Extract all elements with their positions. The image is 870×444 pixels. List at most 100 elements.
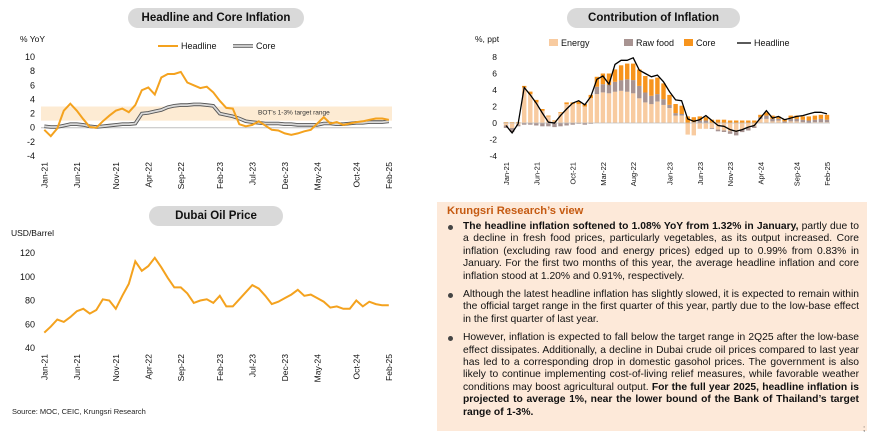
c1-xtick-0: Jan-21 [39, 162, 49, 188]
c2-bar-s1-16 [600, 84, 606, 93]
c2-bar-s2-49 [800, 116, 805, 120]
c2-bar-s2-39 [740, 120, 745, 123]
c2-bar-s2-31 [691, 117, 696, 123]
c2-bar-s1-40 [746, 128, 751, 131]
c2-bar-s2-23 [643, 76, 648, 93]
c2-legend-swatch-0 [549, 39, 558, 46]
c2-bar-s0-32 [697, 123, 702, 129]
c1-xtick-10: Feb-25 [384, 162, 394, 189]
c2-bar-s0-22 [637, 98, 642, 124]
c2-bar-s0-38 [734, 123, 739, 133]
c3-xtick-2: Nov-21 [111, 354, 121, 382]
c2-bar-s1-32 [697, 120, 702, 123]
c3-xtick-3: Apr-22 [143, 354, 153, 380]
c1-xtick-2: Nov-21 [111, 162, 121, 190]
c2-bar-s2-38 [734, 120, 739, 123]
c2-bar-s0-14 [588, 98, 593, 124]
c2-bar-s1-37 [727, 131, 733, 134]
c2-bar-s2-29 [679, 105, 684, 114]
c2-bar-s1-21 [631, 80, 636, 94]
c2-bar-s2-22 [637, 69, 642, 86]
c2-bar-s2-37 [727, 120, 733, 123]
c2-bar-s1-29 [679, 113, 684, 116]
c2-xtick-5: Jan-23 [666, 162, 675, 185]
dubai-oil-chart: USD/Barrel 40 60 80 100 120 Jan-21 Jun-21 Nov-21… [11, 228, 394, 382]
c2-bar-s0-47 [788, 121, 793, 123]
c2-bar-s1-48 [794, 118, 799, 122]
bullet-2-text: Although the latest headline inflation h… [463, 289, 859, 325]
c2-bar-s0-39 [740, 123, 745, 130]
c2-bar-s0-18 [612, 91, 618, 123]
c2-bar-s2-28 [673, 104, 678, 114]
bullet-1-bold: The headline inflation softened to 1.08%… [463, 221, 799, 232]
c2-bar-s1-9 [558, 123, 563, 127]
c1-xtick-6: Jul-23 [247, 162, 257, 185]
research-view-box: Krungsri Research’s view The headline in… [437, 202, 867, 431]
bullet-3-bold: For the full year 2025, headline inflati… [463, 381, 859, 418]
c2-xtick-6: Jun-23 [696, 162, 705, 185]
c2-bar-s0-31 [691, 123, 696, 136]
c2-xtick-7: Nov-23 [726, 162, 735, 186]
c2-bar-s2-26 [661, 83, 666, 100]
c2-bar-s1-47 [788, 118, 793, 122]
c2-bar-s1-26 [661, 99, 666, 105]
c2-bar-s1-18 [612, 81, 618, 92]
c2-bar-s1-23 [643, 92, 648, 103]
c2-bar-s0-19 [618, 90, 624, 123]
c2-bar-s1-34 [709, 128, 715, 129]
c1-ytick-5: 6 [30, 80, 35, 90]
c2-bar-s2-17 [606, 73, 612, 85]
c1-legend-headline: Headline [181, 41, 217, 51]
c2-bar-s0-28 [673, 115, 678, 123]
c2-ytick-4: 4 [492, 85, 497, 95]
c2-bar-s2-4 [528, 91, 533, 95]
c2-bar-s1-4 [528, 123, 533, 125]
c2-xtick-3: Mar-22 [599, 162, 608, 186]
c2-bar-s2-51 [812, 115, 818, 120]
c2-bar-s0-13 [582, 106, 587, 123]
c2-bar-s0-5 [534, 102, 539, 123]
c2-bar-s0-16 [600, 92, 606, 123]
c2-bar-s0-45 [776, 120, 781, 123]
contribution-chart: %, ppt -4 -2 0 2 4 6 8 Jan-21 Jun-21 Oct-21 Mar-22 A… [475, 34, 832, 186]
c2-bar-s2-24 [649, 79, 654, 96]
c2-bar-s1-45 [776, 118, 781, 121]
c3-ylabel: USD/Barrel [11, 228, 54, 238]
research-view-title: Krungsri Research’s view [447, 205, 584, 217]
c3-dubai-price-line [43, 256, 389, 334]
c2-bar-s1-13 [582, 123, 587, 125]
c2-bar-s2-15 [594, 76, 600, 87]
c2-bar-s1-6 [540, 123, 545, 127]
c2-bar-s1-38 [734, 132, 739, 136]
c3-xtick-9: Oct-24 [351, 354, 361, 380]
c2-bar-s0-12 [576, 104, 581, 123]
c2-xtick-2: Oct-21 [569, 162, 578, 185]
c3-xtick-0: Jan-21 [39, 354, 49, 380]
bullet-1-text: partly due to a decline in fresh food pr… [463, 221, 859, 282]
c2-bar-s1-17 [606, 85, 612, 94]
c2-ytick-2: 0 [492, 118, 497, 128]
c3-ytick-3: 100 [20, 272, 35, 282]
c2-bar-s2-47 [788, 115, 793, 119]
c3-ytick-2: 80 [25, 296, 35, 306]
c2-legend-swatch-1 [624, 39, 633, 46]
research-view-list: The headline inflation softened to 1.08%… [445, 221, 859, 419]
c2-bar-s2-12 [576, 101, 581, 105]
c3-xtick-4: Sep-22 [176, 354, 186, 382]
source-note: Source: MOC, CEIC, Krungsri Research [12, 407, 146, 416]
c1-headline-line [43, 70, 390, 138]
c1-ylabel: % YoY [20, 34, 45, 44]
c2-xtick-8: Apr-24 [756, 162, 765, 185]
c2-bar-s2-20 [625, 63, 630, 80]
c2-bar-s0-10 [564, 104, 569, 123]
c2-bar-s1-28 [673, 113, 678, 116]
c2-bar-s0-23 [643, 102, 648, 123]
c2-bar-s1-15 [594, 86, 600, 95]
c2-bar-s0-35 [715, 123, 721, 130]
c2-bar-s0-6 [540, 110, 545, 123]
c2-bar-s2-35 [715, 119, 721, 123]
headline-core-chart: % YoY BOT's 1-3% target range -4 -2 0 2 4 6 8 10 J… [20, 34, 394, 190]
c2-xtick-4: Aug-22 [629, 162, 638, 186]
c2-bar-s2-19 [618, 65, 624, 81]
corner-mark: ; [863, 424, 866, 433]
